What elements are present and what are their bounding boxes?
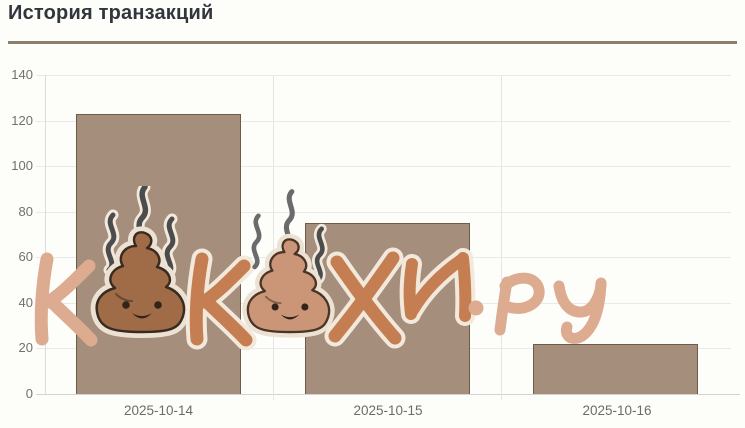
category-separator — [501, 75, 502, 400]
bar-2025-10-15[interactable] — [305, 223, 470, 394]
title-divider — [8, 41, 737, 44]
gridline — [36, 166, 731, 168]
y-tick-label: 140 — [11, 67, 33, 82]
category-separator — [272, 75, 274, 400]
gridline — [36, 120, 731, 122]
y-tick-label: 40 — [18, 294, 33, 310]
y-tick-label: 0 — [25, 386, 33, 401]
y-axis-line — [45, 75, 46, 394]
x-tick-label: 2025-10-14 — [123, 403, 194, 418]
y-tick-label: 60 — [18, 249, 33, 265]
x-tick-label: 2025-10-15 — [353, 403, 423, 418]
y-tick-label: 80 — [18, 203, 33, 219]
y-tick-label: 20 — [18, 340, 33, 356]
page-title: История транзакций — [8, 2, 214, 24]
y-tick-label: 120 — [11, 112, 33, 128]
x-tick-label: 2025-10-16 — [582, 403, 652, 418]
bar-2025-10-14[interactable] — [76, 113, 241, 394]
bar-2025-10-16[interactable] — [533, 343, 698, 394]
gridline — [36, 211, 731, 213]
transaction-history-bar-chart: 0 20 40 60 80 100 120 140 2025-10-14 2025-10-15 20… — [0, 60, 745, 428]
gridline — [36, 75, 731, 76]
y-tick-label: 100 — [11, 158, 33, 174]
x-axis-line — [36, 394, 740, 395]
